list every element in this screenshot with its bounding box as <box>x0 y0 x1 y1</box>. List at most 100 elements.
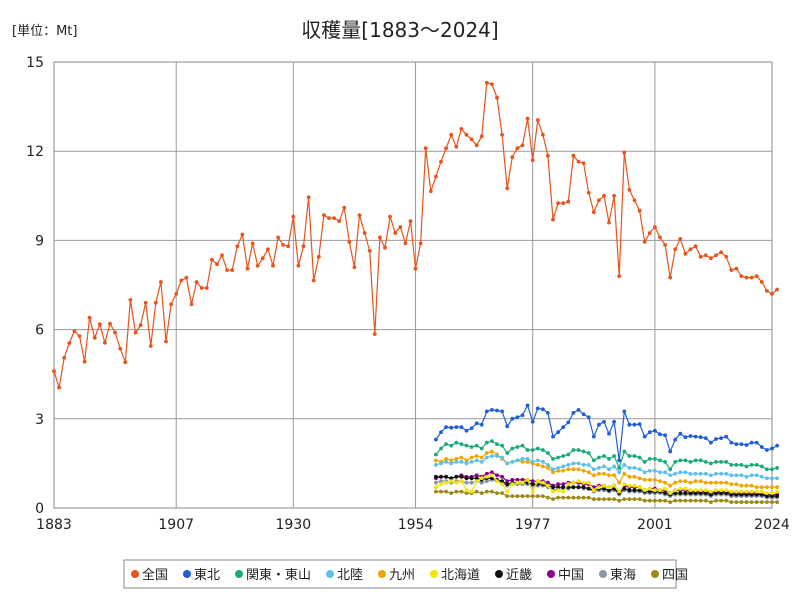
data-point <box>693 434 698 439</box>
data-point <box>515 494 520 498</box>
data-point <box>459 479 464 484</box>
data-point <box>439 489 443 494</box>
data-point <box>434 480 438 485</box>
data-point <box>459 126 464 131</box>
data-point <box>535 458 540 463</box>
data-point <box>444 480 448 485</box>
data-point <box>454 460 459 464</box>
data-point <box>658 470 662 475</box>
data-point <box>724 488 729 493</box>
data-point <box>642 240 647 244</box>
data-point <box>683 479 688 484</box>
data-point <box>627 483 632 488</box>
data-point <box>642 477 647 482</box>
data-point <box>688 247 693 252</box>
data-point <box>143 300 148 305</box>
data-point <box>698 471 703 476</box>
data-point <box>673 480 678 485</box>
data-point <box>530 479 535 484</box>
data-point <box>439 479 443 484</box>
data-point <box>510 446 515 451</box>
data-point <box>647 430 652 435</box>
data-point <box>724 460 729 464</box>
data-point <box>551 467 555 472</box>
data-point <box>744 500 749 504</box>
data-point <box>622 150 627 155</box>
data-point <box>770 500 774 504</box>
data-point <box>673 460 678 464</box>
data-point <box>591 458 596 463</box>
data-point <box>535 463 540 467</box>
data-point <box>739 442 744 446</box>
data-point <box>698 498 703 503</box>
data-point <box>698 435 703 440</box>
data-point <box>658 488 662 493</box>
data-point <box>566 199 571 204</box>
data-point <box>505 461 510 466</box>
data-point <box>322 213 326 218</box>
data-point <box>515 445 520 449</box>
data-point <box>709 440 713 445</box>
data-point <box>92 336 97 340</box>
data-point <box>591 210 596 215</box>
data-point <box>647 486 652 491</box>
data-point <box>434 174 438 179</box>
data-point <box>775 476 779 481</box>
data-point <box>759 445 764 449</box>
data-point <box>479 476 484 481</box>
data-point <box>571 153 576 158</box>
data-point <box>688 488 693 493</box>
y-tick-label: 9 <box>35 233 44 249</box>
data-point <box>484 451 489 455</box>
data-point <box>459 455 464 460</box>
data-point <box>658 458 662 463</box>
data-point <box>739 274 744 278</box>
data-point <box>454 489 459 494</box>
data-point <box>749 483 754 488</box>
x-tick-label: 2001 <box>637 517 673 533</box>
data-point <box>719 480 723 485</box>
data-point <box>546 411 550 415</box>
data-point <box>602 464 606 469</box>
data-point <box>306 195 311 200</box>
data-point <box>688 471 693 476</box>
data-point <box>571 495 576 500</box>
data-point <box>505 424 510 429</box>
data-point <box>647 489 652 494</box>
data-point <box>591 434 596 439</box>
data-point <box>714 460 718 464</box>
data-point <box>749 500 754 504</box>
data-point <box>576 485 581 490</box>
data-point <box>612 454 616 458</box>
data-point <box>515 415 520 420</box>
data-point <box>734 266 739 271</box>
data-point <box>449 425 454 430</box>
data-point <box>586 480 591 485</box>
data-point <box>765 476 769 481</box>
data-point <box>556 201 560 206</box>
data-point <box>597 466 601 470</box>
legend-marker <box>430 570 438 578</box>
unit-label: [単位：Mt] <box>12 24 78 39</box>
data-point <box>688 480 693 485</box>
data-point <box>586 495 591 500</box>
data-point <box>632 483 637 488</box>
data-point <box>607 457 611 461</box>
data-point <box>668 275 673 280</box>
data-point <box>770 494 774 498</box>
data-point <box>724 254 729 259</box>
data-point <box>734 482 739 487</box>
data-point <box>113 330 117 335</box>
data-point <box>754 489 759 494</box>
data-point <box>479 455 484 460</box>
data-point <box>500 482 504 487</box>
data-point <box>495 473 499 478</box>
data-point <box>612 193 616 198</box>
data-point <box>775 466 779 470</box>
data-point <box>546 463 550 467</box>
data-point <box>759 489 764 494</box>
data-point <box>765 467 769 472</box>
data-point <box>637 422 642 427</box>
data-point <box>530 494 535 498</box>
